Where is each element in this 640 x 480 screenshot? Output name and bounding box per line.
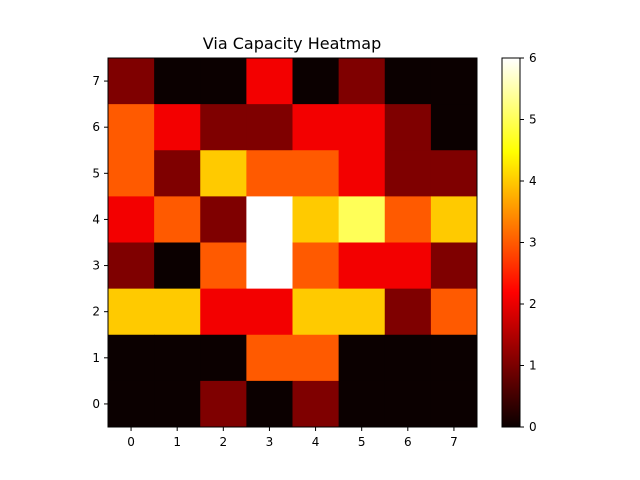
heatmap-cell [200, 150, 247, 197]
heatmap-cells [108, 58, 478, 428]
heatmap-cell [292, 242, 340, 290]
heatmap-cell [384, 104, 432, 151]
colorbar [501, 57, 521, 428]
colorbar-tick-label: 5 [529, 113, 537, 127]
heatmap-cell [108, 334, 155, 382]
heatmap-cell [154, 104, 201, 151]
x-tick-label: 4 [312, 435, 320, 449]
heatmap-cell [246, 380, 293, 428]
x-tick-label: 5 [358, 435, 366, 449]
colorbar-axis: 0 1 2 3 4 5 6 [520, 51, 537, 434]
heatmap-cell [154, 196, 201, 243]
colorbar-tick-label: 3 [529, 236, 537, 250]
heatmap-cell [246, 242, 293, 290]
heatmap-cell [384, 334, 432, 382]
heatmap-cell [430, 58, 478, 105]
heatmap-cell [430, 196, 478, 243]
heatmap-cell [200, 242, 247, 290]
heatmap-cell [246, 196, 293, 243]
x-tick-label: 2 [219, 435, 227, 449]
y-tick-label: 1 [92, 351, 100, 365]
heatmap-cell [292, 196, 340, 243]
heatmap-cell [200, 334, 247, 382]
y-tick-label: 6 [92, 120, 100, 134]
heatmap-cell [430, 242, 478, 290]
heatmap-cell [108, 104, 155, 151]
heatmap-cell [338, 196, 386, 243]
heatmap-cell [384, 242, 432, 290]
heatmap-cell [108, 150, 155, 197]
heatmap-cell [246, 334, 293, 382]
colorbar-tick-label: 2 [529, 297, 537, 311]
heatmap-cell [292, 150, 340, 197]
y-tick-label: 2 [92, 305, 100, 319]
heatmap-cell [200, 288, 247, 336]
heatmap-cell [108, 380, 155, 428]
heatmap-cell [154, 150, 201, 197]
heatmap-cell [154, 380, 201, 428]
colorbar-tick-label: 1 [529, 359, 537, 373]
heatmap-cell [384, 380, 432, 428]
heatmap-cell [338, 288, 386, 336]
heatmap-cell [430, 104, 478, 151]
heatmap-cell [292, 334, 340, 382]
y-tick-label: 5 [92, 166, 100, 180]
heatmap-cell [108, 58, 155, 105]
heatmap-cell [154, 58, 201, 105]
heatmap-cell [384, 150, 432, 197]
plot-frame [107, 57, 478, 428]
heatmap-cell [246, 104, 293, 151]
heatmap-cell [384, 196, 432, 243]
heatmap-cell [108, 288, 155, 336]
heatmap-cell [108, 196, 155, 243]
heatmap-cell [200, 196, 247, 243]
y-tick-label: 0 [92, 397, 100, 411]
heatmap-cell [338, 104, 386, 151]
y-tick-label: 7 [92, 74, 100, 88]
colorbar-tick-label: 0 [529, 420, 537, 434]
colorbar-tick-label: 6 [529, 51, 537, 65]
colorbar-tick-label: 4 [529, 174, 537, 188]
heatmap-cell [338, 380, 386, 428]
heatmap-cell [200, 58, 247, 105]
heatmap-cell [154, 334, 201, 382]
x-tick-label: 6 [404, 435, 412, 449]
heatmap-cell [430, 334, 478, 382]
x-tick-label: 3 [266, 435, 274, 449]
y-tick-label: 4 [92, 212, 100, 226]
x-tick-label: 1 [173, 435, 181, 449]
heatmap-cell [338, 242, 386, 290]
heatmap-cell [384, 58, 432, 105]
heatmap-cell [338, 334, 386, 382]
heatmap-cell [200, 380, 247, 428]
heatmap-cell [430, 288, 478, 336]
heatmap-cell [292, 380, 340, 428]
chart-title: Via Capacity Heatmap [203, 34, 381, 53]
heatmap-cell [430, 150, 478, 197]
x-axis: 0 1 2 3 4 5 6 7 [127, 427, 458, 449]
heatmap-cell [292, 58, 340, 105]
heatmap-cell [246, 58, 293, 105]
heatmap-cell [338, 58, 386, 105]
y-tick-label: 3 [92, 259, 100, 273]
heatmap-cell [246, 288, 293, 336]
heatmap-cell [292, 104, 340, 151]
heatmap-cell [338, 150, 386, 197]
heatmap-cell [108, 242, 155, 290]
heatmap-cell [246, 150, 293, 197]
heatmap-cell [154, 288, 201, 336]
heatmap-cell [292, 288, 340, 336]
heatmap-cell [200, 104, 247, 151]
heatmap-cell [384, 288, 432, 336]
heatmap-cell [430, 380, 478, 428]
heatmap-cell [154, 242, 201, 290]
y-axis: 0 1 2 3 4 5 6 7 [92, 74, 108, 411]
x-tick-label: 0 [127, 435, 135, 449]
x-tick-label: 7 [450, 435, 458, 449]
